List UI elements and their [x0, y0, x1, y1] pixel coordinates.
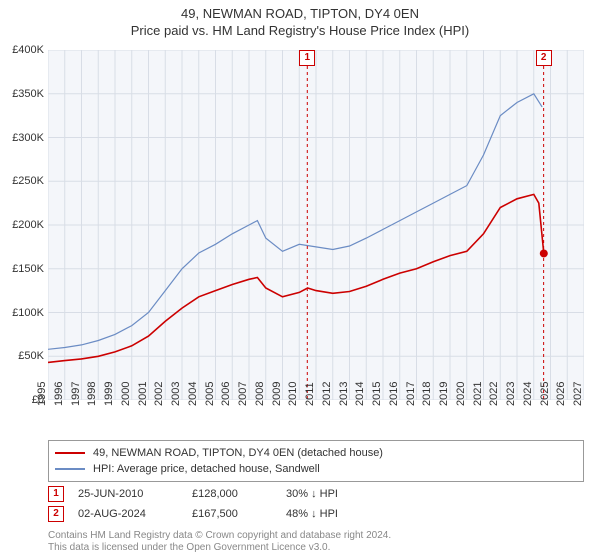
y-axis-tick: £200K — [0, 219, 44, 231]
y-axis-tick: £50K — [0, 350, 44, 362]
x-axis-tick: 2007 — [237, 382, 239, 406]
y-axis-tick: £350K — [0, 88, 44, 100]
event-date: 02-AUG-2024 — [78, 508, 178, 520]
legend-swatch — [55, 452, 85, 454]
event-price: £167,500 — [192, 508, 272, 520]
x-axis-tick: 2010 — [287, 382, 289, 406]
x-axis-tick: 2011 — [304, 382, 306, 406]
x-axis-tick: 1997 — [69, 382, 71, 406]
footer: Contains HM Land Registry data © Crown c… — [48, 530, 584, 554]
chart-plot-area: £0£50K£100K£150K£200K£250K£300K£350K£400… — [48, 50, 584, 400]
x-axis-tick: 2013 — [337, 382, 339, 406]
x-axis-tick: 2001 — [136, 382, 138, 406]
event-marker: 2 — [536, 50, 552, 66]
event-badge: 1 — [48, 486, 64, 502]
x-axis-tick: 1999 — [103, 382, 105, 406]
x-axis-tick: 2008 — [254, 382, 256, 406]
footer-line: This data is licensed under the Open Gov… — [48, 542, 584, 554]
y-axis-tick: £150K — [0, 263, 44, 275]
legend-row: 49, NEWMAN ROAD, TIPTON, DY4 0EN (detach… — [55, 445, 577, 461]
y-axis-tick: £100K — [0, 307, 44, 319]
chart-title: 49, NEWMAN ROAD, TIPTON, DY4 0EN — [0, 0, 600, 21]
x-axis-tick: 2006 — [220, 382, 222, 406]
y-axis-tick: £250K — [0, 175, 44, 187]
legend-label: 49, NEWMAN ROAD, TIPTON, DY4 0EN (detach… — [93, 447, 383, 459]
chart-svg — [48, 50, 584, 400]
x-axis-tick: 2019 — [438, 382, 440, 406]
event-row: 2 02-AUG-2024 £167,500 48% ↓ HPI — [48, 504, 584, 524]
x-axis-tick: 2009 — [270, 382, 272, 406]
legend-row: HPI: Average price, detached house, Sand… — [55, 461, 577, 477]
footer-line: Contains HM Land Registry data © Crown c… — [48, 530, 584, 542]
x-axis-tick: 2005 — [203, 382, 205, 406]
x-axis-tick: 2021 — [471, 382, 473, 406]
x-axis-tick: 2016 — [388, 382, 390, 406]
events-table: 1 25-JUN-2010 £128,000 30% ↓ HPI 2 02-AU… — [48, 484, 584, 524]
x-axis-tick: 2002 — [153, 382, 155, 406]
x-axis-tick: 2023 — [505, 382, 507, 406]
event-date: 25-JUN-2010 — [78, 488, 178, 500]
x-axis-tick: 1995 — [36, 382, 38, 406]
x-axis-tick: 2000 — [120, 382, 122, 406]
x-axis-tick: 2022 — [488, 382, 490, 406]
legend-swatch — [55, 468, 85, 470]
x-axis-tick: 2024 — [522, 382, 524, 406]
y-axis-tick: £400K — [0, 44, 44, 56]
event-diff: 48% ↓ HPI — [286, 508, 386, 520]
x-axis-tick: 2025 — [538, 382, 540, 406]
x-axis-tick: 1996 — [53, 382, 55, 406]
chart-container: 49, NEWMAN ROAD, TIPTON, DY4 0EN Price p… — [0, 0, 600, 560]
chart-subtitle: Price paid vs. HM Land Registry's House … — [0, 21, 600, 42]
x-axis-tick: 1998 — [86, 382, 88, 406]
x-axis-tick: 2012 — [321, 382, 323, 406]
x-axis-tick: 2004 — [187, 382, 189, 406]
x-axis-tick: 2027 — [572, 382, 574, 406]
x-axis-tick: 2015 — [371, 382, 373, 406]
x-axis-tick: 2003 — [170, 382, 172, 406]
legend: 49, NEWMAN ROAD, TIPTON, DY4 0EN (detach… — [48, 440, 584, 482]
event-row: 1 25-JUN-2010 £128,000 30% ↓ HPI — [48, 484, 584, 504]
x-axis-tick: 2026 — [555, 382, 557, 406]
event-diff: 30% ↓ HPI — [286, 488, 386, 500]
x-axis-tick: 2018 — [421, 382, 423, 406]
x-axis-tick: 2017 — [404, 382, 406, 406]
y-axis-tick: £300K — [0, 132, 44, 144]
x-axis-tick: 2020 — [455, 382, 457, 406]
event-badge: 2 — [48, 506, 64, 522]
event-price: £128,000 — [192, 488, 272, 500]
legend-label: HPI: Average price, detached house, Sand… — [93, 463, 320, 475]
x-axis-tick: 2014 — [354, 382, 356, 406]
event-marker: 1 — [299, 50, 315, 66]
